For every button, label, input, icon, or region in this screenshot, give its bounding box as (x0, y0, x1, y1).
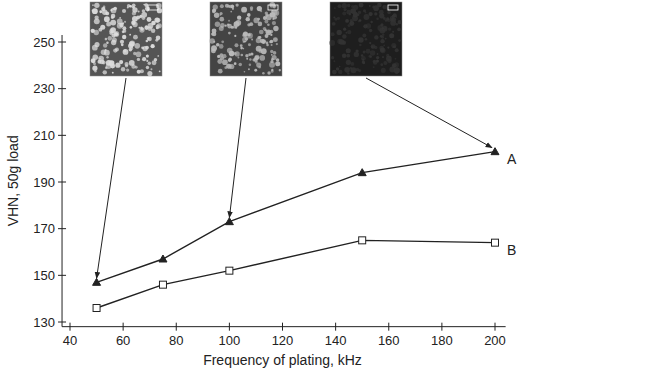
marker (226, 267, 233, 274)
y-tick-label: 250 (33, 35, 55, 50)
y-tick-label: 150 (33, 268, 55, 283)
marker (491, 148, 499, 155)
x-tick (282, 323, 283, 331)
x-axis (62, 326, 506, 327)
y-axis (62, 35, 63, 327)
marker (93, 305, 100, 312)
y-tick-label: 210 (33, 128, 55, 143)
x-tick-label: 120 (272, 333, 294, 348)
x-tick (495, 323, 496, 331)
x-tick-label: 100 (219, 333, 241, 348)
pointer-arrow (229, 78, 246, 218)
x-tick (229, 323, 230, 331)
y-tick (58, 42, 66, 43)
y-tick-label: 190 (33, 175, 55, 190)
marker (159, 281, 166, 288)
x-tick-label: 60 (116, 333, 130, 348)
series-label: A (507, 151, 517, 167)
series-label: B (507, 242, 516, 258)
y-tick (58, 275, 66, 276)
x-tick-label: 80 (169, 333, 183, 348)
marker (225, 218, 233, 225)
pointer-arrow (366, 78, 492, 148)
y-tick (58, 228, 66, 229)
x-axis-title: Frequency of plating, kHz (203, 352, 362, 368)
x-tick-label: 180 (431, 333, 453, 348)
x-tick (388, 323, 389, 331)
marker (358, 169, 366, 176)
y-tick (58, 135, 66, 136)
y-tick (58, 322, 66, 323)
x-tick-label: 160 (378, 333, 400, 348)
marker (93, 278, 101, 285)
marker (159, 255, 167, 262)
chart: 40 60 80 100 120 140 160 180 200 130 150 170 190 210 2… (0, 0, 651, 390)
x-tick-label: 40 (63, 333, 77, 348)
marker (492, 239, 499, 246)
series-line (97, 240, 495, 308)
y-tick-label: 130 (33, 315, 55, 330)
x-tick (70, 323, 71, 331)
x-tick (176, 323, 177, 331)
pointer-arrow (97, 78, 126, 278)
x-tick (123, 323, 124, 331)
micrograph (329, 2, 402, 76)
micrograph (90, 2, 162, 76)
x-tick-label: 140 (325, 333, 347, 348)
micrograph (209, 2, 282, 76)
y-axis-title: VHN, 50g load (5, 135, 21, 226)
x-tick (335, 323, 336, 331)
x-tick (441, 323, 442, 331)
marker (359, 237, 366, 244)
y-tick-label: 230 (33, 81, 55, 96)
plot-area (93, 148, 499, 312)
x-tick-label: 200 (484, 333, 506, 348)
y-tick (58, 88, 66, 89)
y-tick (58, 182, 66, 183)
series-line (97, 152, 495, 283)
y-tick-label: 170 (33, 221, 55, 236)
